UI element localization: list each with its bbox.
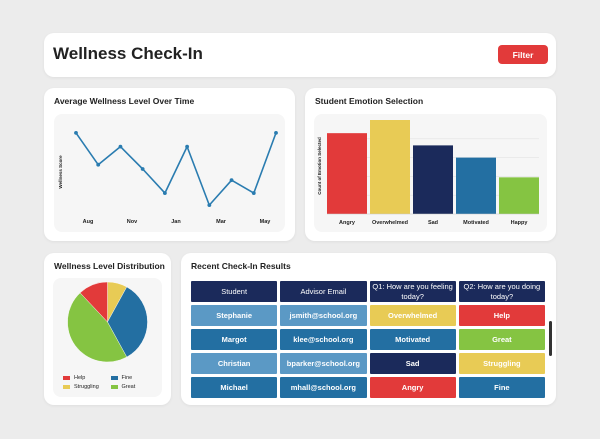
legend-label: Help (74, 375, 86, 381)
y-axis-label: Wellness Score (58, 155, 63, 189)
line-point (274, 130, 278, 135)
bar (456, 157, 496, 214)
results-table: Student Advisor Email Q1: How are you fe… (188, 278, 548, 401)
legend-item-great: Great (110, 384, 159, 390)
q1-answer-cell: Sad (369, 353, 456, 374)
legend-swatch (110, 376, 118, 380)
line-point (229, 178, 234, 183)
legend-swatch (63, 385, 70, 389)
table-row[interactable]: Christian bparker@school.org Sad Struggl… (191, 353, 545, 374)
legend-swatch (63, 376, 70, 380)
bar (499, 177, 539, 214)
table-row[interactable]: Margot klee@school.org Motivated Great (191, 329, 545, 350)
x-tick-label: Nov (127, 219, 138, 225)
legend-item-help: Help (63, 375, 111, 381)
pie-slice (67, 292, 128, 363)
line-point (140, 167, 145, 171)
x-tick-label: Overwhelmed (372, 220, 408, 226)
q2-answer-cell: Struggling (458, 353, 545, 374)
q2-answer-cell: Help (458, 305, 545, 326)
q1-answer-cell: Overwhelmed (369, 305, 456, 326)
results-table-card: Recent Check-In Results Student Advisor … (181, 253, 556, 405)
table-row[interactable]: Michael mhall@school.org Angry Fine (191, 377, 545, 398)
line-chart-card: Average Wellness Level Over Time Wellnes… (44, 88, 295, 241)
pie-chart-area: Help Fine Struggling Great (53, 278, 162, 397)
pie-chart-title: Wellness Level Distribution (54, 261, 165, 271)
line-point (251, 191, 256, 195)
table-scrollbar[interactable] (549, 321, 552, 356)
x-tick-label: Motivated (463, 220, 489, 226)
x-tick-label: Aug (83, 219, 94, 225)
q2-answer-cell: Great (458, 329, 545, 350)
bar (370, 120, 410, 214)
header-bar: Wellness Check-In Filter (44, 33, 556, 77)
x-tick-label: Happy (511, 220, 529, 226)
advisor-email-cell: bparker@school.org (280, 353, 367, 374)
bar-chart-card: Student Emotion Selection Angry Overwhelm… (305, 88, 556, 241)
results-table-title: Recent Check-In Results (191, 261, 291, 271)
x-tick-label: May (260, 219, 272, 225)
column-header-q2[interactable]: Q2: How are you doing today? (458, 281, 545, 302)
line-series (75, 132, 277, 206)
student-cell: Michael (191, 377, 278, 398)
student-cell: Stephanie (191, 305, 278, 326)
line-chart-area: Wellness Score Aug Nov Jan Mar May (54, 114, 285, 232)
pie-chart (67, 281, 148, 363)
legend-label: Great (121, 384, 136, 390)
legend-item-struggling: Struggling (63, 384, 111, 390)
student-cell: Christian (191, 353, 278, 374)
pie-legend: Help Fine Struggling Great (63, 375, 158, 390)
line-point (96, 162, 101, 167)
legend-label: Struggling (74, 384, 99, 390)
line-point (162, 191, 167, 195)
pie-slice (79, 281, 108, 323)
y-axis-label: Count of Emotion Selected (317, 137, 322, 195)
advisor-email-cell: mhall@school.org (280, 377, 367, 398)
bar-chart: Angry Overwhelmed Sad Motivated Happy Count o… (317, 120, 539, 226)
column-header-advisor-email[interactable]: Advisor Email (280, 281, 367, 302)
bar (327, 133, 367, 214)
filter-button[interactable]: Filter (498, 45, 548, 64)
line-chart: Wellness Score Aug Nov Jan Mar May (58, 130, 278, 225)
advisor-email-cell: klee@school.org (280, 329, 367, 350)
q1-answer-cell: Angry (369, 377, 456, 398)
legend-label: Fine (121, 375, 133, 381)
table-header-row: Student Advisor Email Q1: How are you fe… (191, 281, 545, 302)
page-title: Wellness Check-In (53, 44, 203, 63)
pie-chart-card: Wellness Level Distribution Help Fine St… (44, 253, 171, 405)
line-point (185, 144, 190, 149)
bar-chart-area: Angry Overwhelmed Sad Motivated Happy Count o… (314, 114, 547, 232)
student-cell: Margot (191, 329, 278, 350)
line-point (118, 144, 123, 149)
x-tick-label: Jan (171, 219, 181, 225)
legend-item-fine: Fine (110, 375, 159, 381)
table-row[interactable]: Stephanie jsmith@school.org Overwhelmed … (191, 305, 545, 326)
line-chart-title: Average Wellness Level Over Time (54, 96, 195, 106)
bar-chart-title: Student Emotion Selection (315, 96, 424, 106)
x-tick-label: Sad (428, 220, 438, 226)
pie-slice (107, 286, 148, 358)
q1-answer-cell: Motivated (369, 329, 456, 350)
column-header-q1[interactable]: Q1: How are you feeling today? (369, 281, 456, 302)
q2-answer-cell: Fine (458, 377, 545, 398)
bar (413, 145, 453, 214)
x-tick-label: Mar (216, 219, 227, 225)
x-tick-label: Angry (339, 220, 356, 226)
advisor-email-cell: jsmith@school.org (280, 305, 367, 326)
line-point (207, 203, 212, 208)
column-header-student[interactable]: Student (191, 281, 278, 302)
line-point (74, 130, 78, 135)
legend-swatch (110, 385, 118, 389)
